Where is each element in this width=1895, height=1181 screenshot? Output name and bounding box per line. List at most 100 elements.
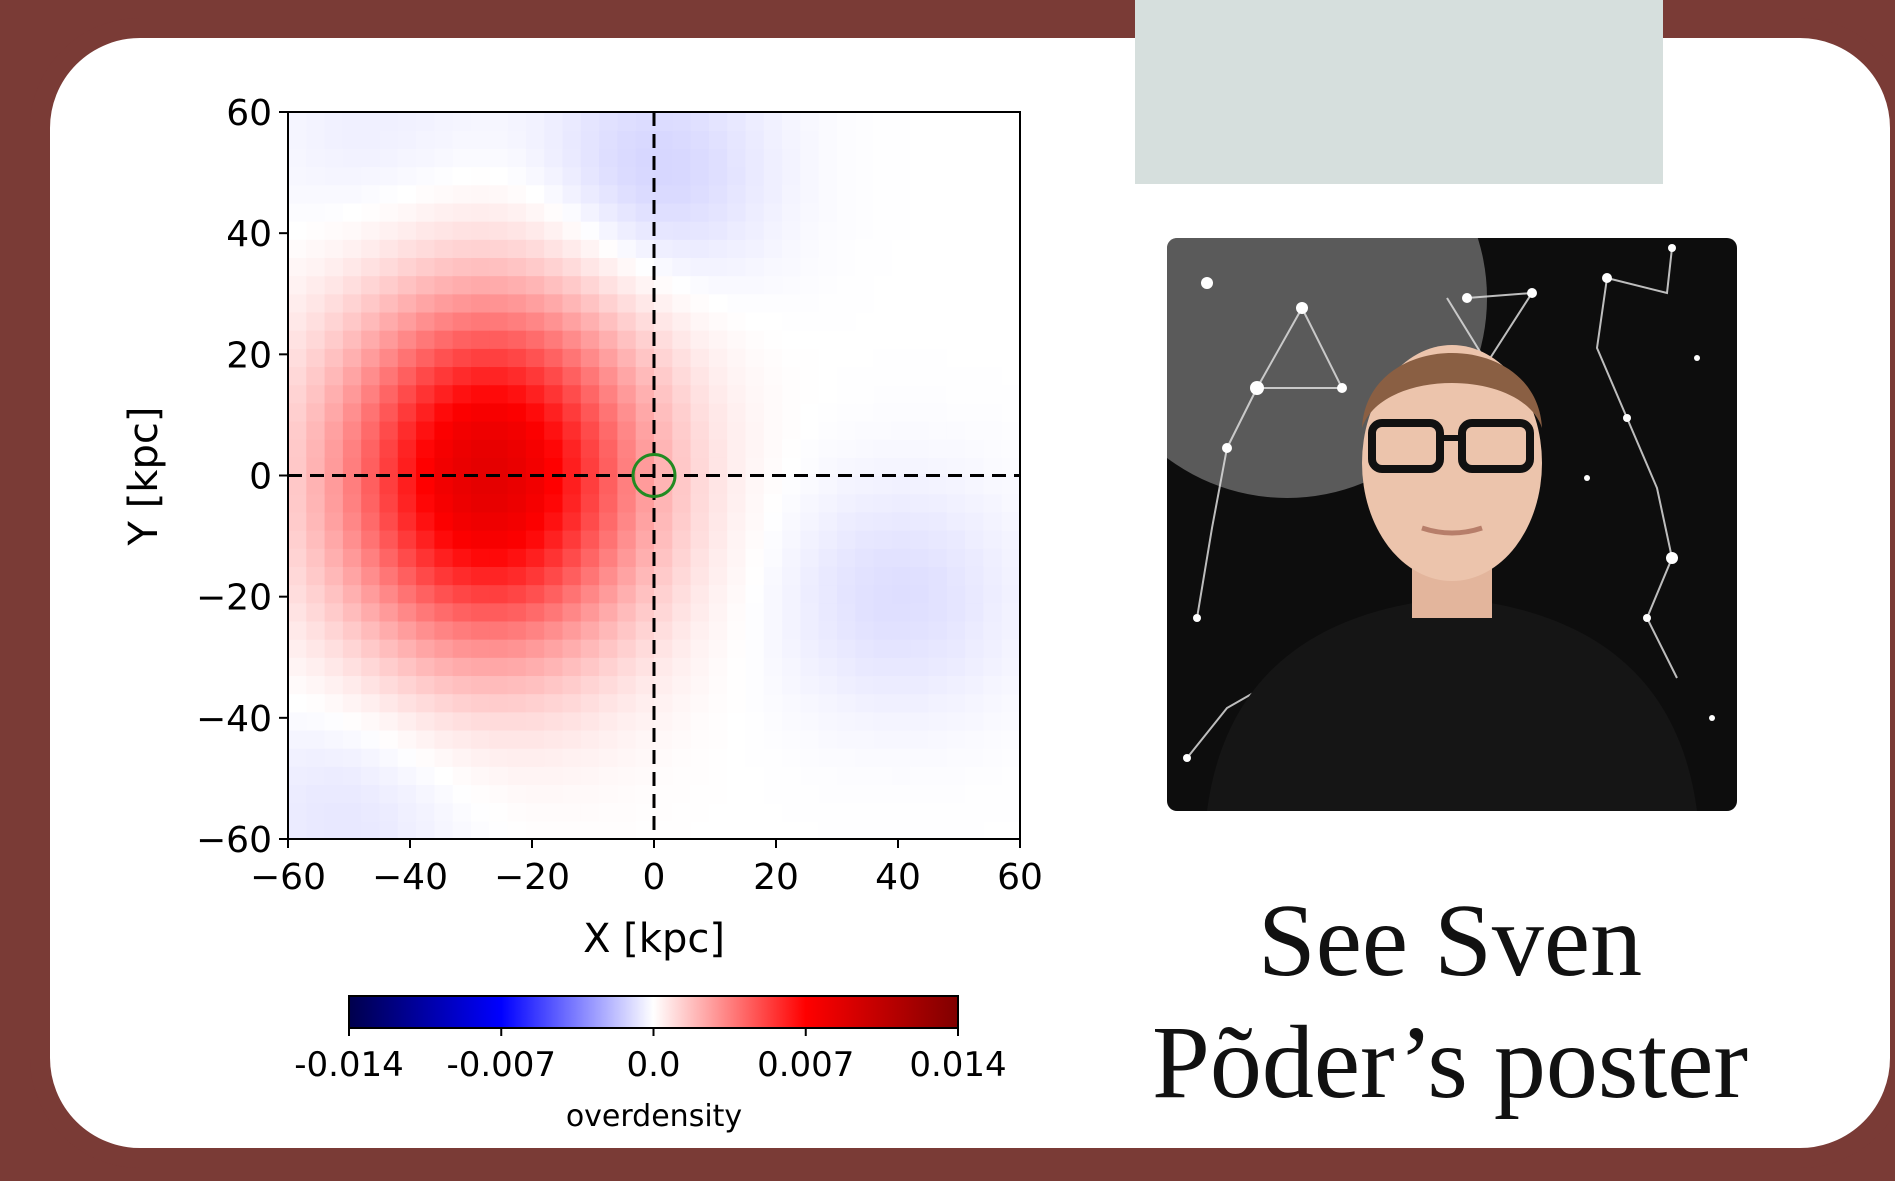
heatmap-cell xyxy=(709,221,728,240)
heatmap-cell xyxy=(380,476,399,495)
heatmap-cell xyxy=(508,403,527,422)
heatmap-cell xyxy=(874,366,893,385)
heatmap-cell xyxy=(874,694,893,713)
heatmap-cell xyxy=(727,421,746,440)
heatmap-cell xyxy=(526,639,545,658)
heatmap-cell xyxy=(855,185,874,204)
heatmap-cell xyxy=(563,621,582,640)
heatmap-cell xyxy=(288,294,307,313)
heatmap-cell xyxy=(288,130,307,149)
heatmap-cell xyxy=(746,603,765,622)
heatmap-cell xyxy=(929,276,948,295)
heatmap-cell xyxy=(672,257,691,276)
heatmap-cell xyxy=(398,512,417,531)
heatmap-cell xyxy=(544,312,563,331)
heatmap-cell xyxy=(910,385,929,404)
heatmap-cell xyxy=(892,657,911,676)
heatmap-cell xyxy=(709,494,728,513)
heatmap-cell xyxy=(306,730,325,749)
heatmap-cell xyxy=(654,403,673,422)
heatmap-cell xyxy=(929,566,948,585)
heatmap-cell xyxy=(983,330,1002,349)
heatmap-cell xyxy=(819,512,838,531)
heatmap-cell xyxy=(489,257,508,276)
heatmap-cell xyxy=(654,566,673,585)
heatmap-cell xyxy=(508,748,527,767)
heatmap-cell xyxy=(361,512,380,531)
heatmap-cell xyxy=(819,585,838,604)
heatmap-cell xyxy=(453,294,472,313)
heatmap-cell xyxy=(691,657,710,676)
heatmap-cell xyxy=(636,548,655,567)
heatmap-cell xyxy=(617,585,636,604)
heatmap-cell xyxy=(581,784,600,803)
heatmap-cell xyxy=(947,530,966,549)
heatmap-cell xyxy=(563,366,582,385)
heatmap-cell xyxy=(947,439,966,458)
heatmap-cell xyxy=(910,348,929,367)
heatmap-cell xyxy=(617,130,636,149)
heatmap-cell xyxy=(343,330,362,349)
heatmap-cell xyxy=(471,112,490,131)
heatmap-cell xyxy=(434,730,453,749)
heatmap-cell xyxy=(636,112,655,131)
heatmap-cell xyxy=(599,385,618,404)
heatmap-cell xyxy=(581,512,600,531)
heatmap-cell xyxy=(434,675,453,694)
heatmap-cell xyxy=(306,530,325,549)
heatmap-cell xyxy=(800,766,819,785)
heatmap-cell xyxy=(599,312,618,331)
heatmap-cell xyxy=(508,694,527,713)
heatmap-cell xyxy=(929,766,948,785)
heatmap-cell xyxy=(910,366,929,385)
heatmap-cell xyxy=(965,730,984,749)
heatmap-cell xyxy=(709,403,728,422)
heatmap-cell xyxy=(709,675,728,694)
heatmap-cell xyxy=(947,294,966,313)
heatmap-cell xyxy=(892,530,911,549)
heatmap-cell xyxy=(617,657,636,676)
heatmap-cell xyxy=(489,821,508,840)
heatmap-cell xyxy=(764,148,783,167)
heatmap-cell xyxy=(837,276,856,295)
heatmap-cell xyxy=(837,239,856,258)
heatmap-cell xyxy=(398,803,417,822)
heatmap-cell xyxy=(709,657,728,676)
heatmap-cell xyxy=(782,366,801,385)
heatmap-cell xyxy=(947,621,966,640)
heatmap-cell xyxy=(361,276,380,295)
heatmap-cell xyxy=(782,694,801,713)
heatmap-cell xyxy=(599,203,618,222)
heatmap-cell xyxy=(563,512,582,531)
heatmap-cell xyxy=(599,294,618,313)
heatmap-cell xyxy=(544,603,563,622)
heatmap-cell xyxy=(782,530,801,549)
heatmap-cell xyxy=(343,512,362,531)
heatmap-cell xyxy=(874,821,893,840)
heatmap-cell xyxy=(453,276,472,295)
heatmap-cell xyxy=(983,566,1002,585)
heatmap-cell xyxy=(288,476,307,495)
heatmap-cell xyxy=(617,112,636,131)
heatmap-cell xyxy=(837,657,856,676)
heatmap-cell xyxy=(343,730,362,749)
heatmap-cell xyxy=(380,457,399,476)
heatmap-cell xyxy=(581,167,600,186)
heatmap-cell xyxy=(416,148,435,167)
heatmap-cell xyxy=(819,657,838,676)
heatmap-cell xyxy=(489,657,508,676)
heatmap-cell xyxy=(764,476,783,495)
heatmap-cell xyxy=(727,439,746,458)
heatmap-cell xyxy=(581,366,600,385)
heatmap-cell xyxy=(1002,694,1021,713)
heatmap-cell xyxy=(874,639,893,658)
heatmap-cell xyxy=(325,657,344,676)
heatmap-cell xyxy=(526,621,545,640)
heatmap-cell xyxy=(746,421,765,440)
heatmap-cell xyxy=(508,167,527,186)
heatmap-cell xyxy=(672,730,691,749)
heatmap-cell xyxy=(837,348,856,367)
heatmap-cell xyxy=(691,439,710,458)
heatmap-cell xyxy=(874,421,893,440)
heatmap-cell xyxy=(380,803,399,822)
